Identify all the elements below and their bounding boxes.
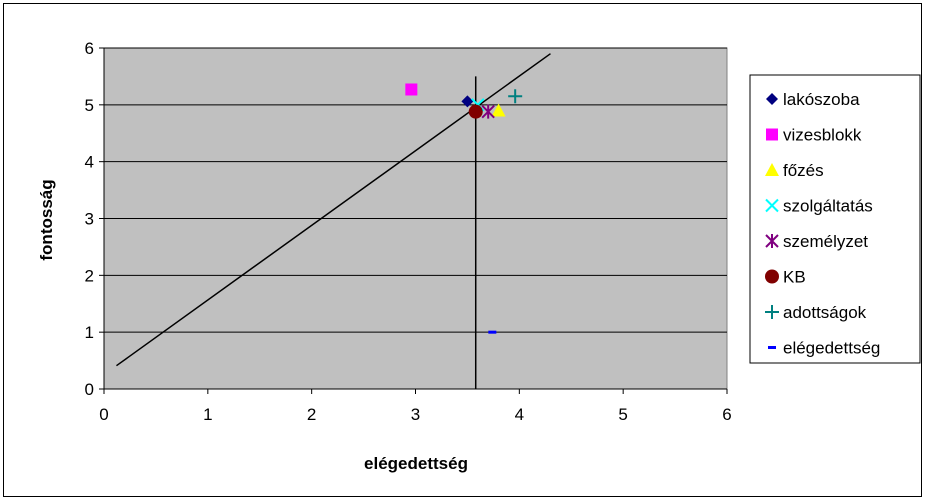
legend-label: személyzet xyxy=(783,232,868,251)
data-points xyxy=(405,83,523,334)
x-tick-label: 4 xyxy=(515,405,524,424)
data-point xyxy=(461,95,474,108)
y-tick-label: 4 xyxy=(85,153,94,172)
legend: lakószoba vizesblokk főzés szolgáltatás szem… xyxy=(749,74,921,364)
legend-label: szolgáltatás xyxy=(783,197,873,216)
data-point xyxy=(405,83,418,96)
legend-label: lakószoba xyxy=(783,90,860,109)
legend-marker xyxy=(765,269,779,284)
legend-marker xyxy=(766,128,778,141)
legend-marker xyxy=(765,163,779,176)
x-axis-title: elégedettség xyxy=(364,454,468,473)
x-tick-label: 1 xyxy=(203,405,212,424)
y-tick-label: 3 xyxy=(85,210,94,229)
legend-marker xyxy=(765,198,779,213)
legend-marker xyxy=(766,93,778,105)
legend-marker xyxy=(765,234,779,248)
data-point xyxy=(481,104,495,119)
legend-marker xyxy=(768,346,776,349)
y-tick-label: 0 xyxy=(85,380,94,399)
data-point xyxy=(468,104,483,119)
y-tick-label: 6 xyxy=(85,39,94,58)
legend-label: KB xyxy=(783,268,806,287)
x-tick-label: 3 xyxy=(411,405,420,424)
y-tick-label: 2 xyxy=(85,266,94,285)
x-tick-label: 0 xyxy=(99,405,108,424)
x-tick-label: 2 xyxy=(307,405,316,424)
legend-label: vizesblokk xyxy=(783,126,862,145)
data-point xyxy=(508,89,523,104)
plot-area xyxy=(103,47,728,390)
legend-marker xyxy=(765,305,779,319)
x-tick-label: 5 xyxy=(618,405,627,424)
legend-box xyxy=(749,74,921,364)
y-axis-title: fontosság xyxy=(37,179,56,260)
y-tick-label: 1 xyxy=(85,323,94,342)
y-tick-label: 5 xyxy=(85,96,94,115)
legend-label: elégedettség xyxy=(783,339,880,358)
legend-label: adottságok xyxy=(783,303,867,322)
data-point xyxy=(491,103,506,117)
legend-label: főzés xyxy=(783,161,824,180)
data-point xyxy=(488,330,497,334)
axes: 0 1 2 3 4 5 6 0 1 2 3 4 5 6 xyxy=(85,39,732,424)
x-tick-label: 6 xyxy=(722,405,731,424)
